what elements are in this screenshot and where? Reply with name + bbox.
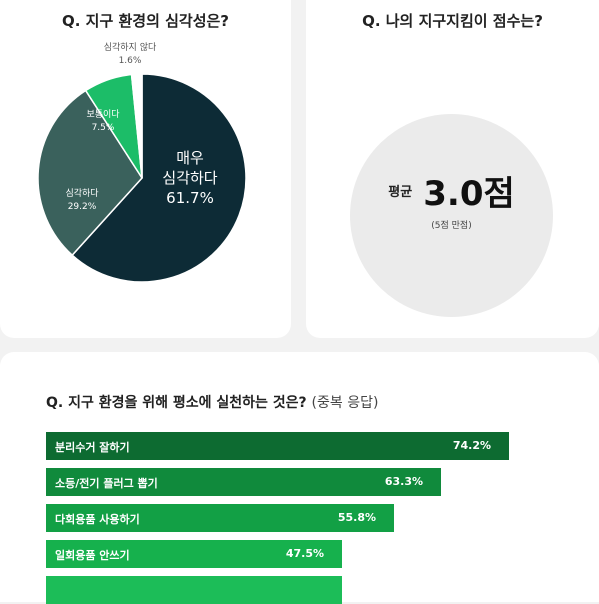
bars-card: Q. 지구 환경을 위해 평소에 실천하는 것은? (중복 응답) 분리수거 잘… bbox=[0, 352, 599, 604]
pie-slice bbox=[37, 89, 143, 257]
pie-chart: 매우 심각하다 61.7% 심각하다 29.2% 보통이다 7.5% 심각하지 않다 1.6% bbox=[37, 41, 247, 283]
bars-title-main: Q. 지구 환경을 위해 평소에 실천하는 것은? bbox=[46, 395, 307, 411]
bar-value-label: 74.2% bbox=[452, 439, 491, 452]
score-prefix: 평균 bbox=[388, 185, 413, 200]
pie-slice-label: 보통이다 7.5% bbox=[86, 109, 120, 133]
score-note: (5점 만점) bbox=[431, 221, 472, 231]
pie-card: Q. 지구 환경의 심각성은? 매우 심각하다 61.7% 심각하다 29.2% 보통이다… bbox=[0, 0, 291, 338]
score-value: 3.0점 bbox=[423, 174, 515, 214]
bar: 다회용품 사용하기 55.8% bbox=[46, 504, 394, 532]
bar-label: 분리수거 잘하기 bbox=[55, 441, 130, 454]
bar bbox=[46, 576, 342, 604]
bar-value-label: 47.5% bbox=[285, 547, 324, 560]
bar-label: 다회용품 사용하기 bbox=[55, 513, 140, 526]
score-circle: 평균 3.0점 (5점 만점) bbox=[350, 114, 553, 317]
pie-slice-label: 심각하지 않다 1.6% bbox=[104, 41, 157, 66]
score-question-title: Q. 나의 지구지킴이 점수는? bbox=[362, 12, 543, 30]
bar: 소등/전기 플러그 뽑기 63.3% bbox=[46, 468, 441, 496]
pie-slice-label: 매우 심각하다 61.7% bbox=[162, 149, 217, 207]
bar-value-label: 55.8% bbox=[337, 511, 376, 524]
pie-slice bbox=[130, 73, 143, 179]
pie-slice bbox=[71, 73, 247, 283]
pie-slice-label: 심각하다 29.2% bbox=[65, 187, 99, 212]
bar: 분리수거 잘하기 74.2% bbox=[46, 432, 509, 460]
bar: 일회용품 안쓰기 47.5% bbox=[46, 540, 342, 568]
score-card: Q. 나의 지구지킴이 점수는? 평균 3.0점 (5점 만점) bbox=[306, 0, 599, 338]
bar-label: 일회용품 안쓰기 bbox=[55, 549, 130, 562]
bars-title-sub: (중복 응답) bbox=[311, 395, 379, 411]
bar-value-label: 63.3% bbox=[384, 475, 423, 488]
bar-label: 소등/전기 플러그 뽑기 bbox=[55, 477, 158, 490]
pie-question-title: Q. 지구 환경의 심각성은? bbox=[61, 12, 230, 30]
bars-question-title: Q. 지구 환경을 위해 평소에 실천하는 것은? (중복 응답) bbox=[46, 392, 378, 412]
